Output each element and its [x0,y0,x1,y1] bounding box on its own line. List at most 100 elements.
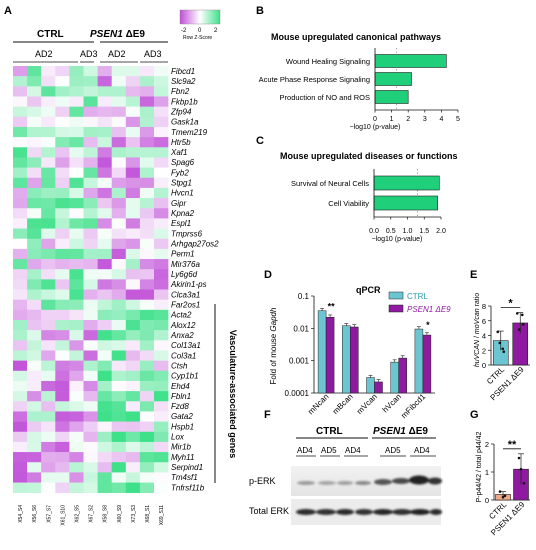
heatmap-cell [41,269,56,280]
gene-label: Espl1 [171,219,191,228]
bar [374,90,409,104]
heatmap-cell [111,187,127,199]
heatmap-cell [83,472,98,483]
heatmap-cell [125,248,141,260]
y-tick-label: 1 [485,468,489,477]
heatmap-cell [27,167,42,179]
subgroup-psen-ad2: AD2 [108,49,126,59]
gene-label: Akirin1-ps [170,280,207,289]
heatmap-cell [125,482,141,494]
heatmap-cell [111,167,127,179]
heatmap-cell [154,228,169,240]
heatmap-cell [13,208,28,219]
heatmap-cell [139,228,155,240]
y-tick-label: 2 [482,346,486,355]
heatmap-cell [111,482,127,494]
heatmap-cell [125,391,141,402]
bar [374,72,412,86]
heatmap-cell [27,441,42,453]
heatmap-cell [139,421,155,433]
heatmap-cell [55,360,70,372]
heatmap-cell [97,187,112,199]
heatmap-cell [69,320,84,331]
heatmap-cell [55,350,70,361]
panel-c-xlabel: −log10 (p-value) [372,236,423,243]
band-perk-3 [337,481,353,485]
heatmap-cell [27,360,42,372]
gene-label: Mir376a [171,260,200,269]
data-point [517,328,521,331]
blot-group-ctrl: CTRL [316,426,343,437]
heatmap-cell [83,259,98,270]
heatmap-cell [69,126,84,138]
panel-c-chart: Mouse upregulated diseases or functions … [280,151,458,243]
heatmap-cell [13,96,28,107]
heatmap-cell [111,76,127,87]
heatmap-cell [139,462,155,473]
heatmap-cell [41,320,56,331]
heatmap-cell [125,472,141,483]
heatmap-cell [41,238,56,250]
heatmap-cell [139,86,155,97]
band-total-1 [296,509,316,515]
heatmap-cell [125,198,141,209]
heatmap-cell [125,137,141,148]
heatmap-cell [125,279,141,290]
data-point [498,341,502,345]
heatmap-cell [27,411,42,422]
heatmap-cell [27,391,42,402]
heatmap-cell [97,208,112,219]
heatmap-cell [154,299,169,311]
heatmap-cell [41,198,56,209]
bar [373,175,440,191]
y-tick-label: 0 [485,496,489,505]
heatmap-cell [69,177,84,189]
band-perk-7 [409,475,429,485]
data-point [503,494,507,498]
heatmap-cell [41,106,56,118]
heatmap-cell [139,157,155,168]
x-tick-label: 2 [406,116,410,123]
heatmap-cell [83,106,98,118]
gene-label: Fbln1 [171,392,191,401]
gene-label: Fibcd1 [171,67,195,76]
heatmap-cell [97,401,112,412]
heatmap-cell [27,462,42,473]
heatmap-cell [97,391,112,402]
heatmap-cell [69,259,84,270]
heatmap-cell [27,147,42,158]
sample-label: X58_S8 [103,505,109,523]
heatmap-cell [27,137,42,148]
data-point [502,350,506,354]
heatmap-cell [83,66,98,77]
heatmap-cell [83,147,98,158]
heatmap-cell [69,96,84,107]
heatmap-cell [27,401,42,412]
heatmap-cell [83,289,98,300]
significance-marker: * [508,298,513,310]
heatmap-cell [41,472,56,483]
heatmap-cell [83,177,98,189]
heatmap-cell [83,238,98,250]
heatmap-cell [97,116,112,128]
heatmap-cell [41,248,56,260]
heatmap-cell [55,126,70,138]
heatmap-cell [41,147,56,158]
heatmap-cell [69,401,84,412]
heatmap-cell [83,441,98,453]
panel-d-ylabel: Fold of mouse Gapdh [269,307,278,384]
heatmap-cell [125,157,141,168]
panel-label-c: C [256,135,264,147]
heatmap-cell [111,279,127,290]
data-point [521,323,525,326]
heatmap-cell [139,238,155,250]
heatmap-cell [154,198,169,209]
zscore-tick-mid: 0 [198,28,202,34]
heatmap-cell [27,309,42,321]
y-tick-label: 0.01 [293,324,309,333]
gene-label: Col3a1 [171,351,196,360]
panel-b-xlabel: −log10 (p-value) [350,124,401,131]
x-tick-label: 2.0 [436,228,446,235]
heatmap-cell [97,472,112,483]
